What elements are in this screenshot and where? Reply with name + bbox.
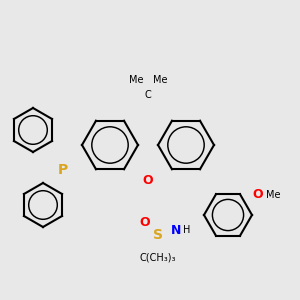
Text: O: O [143, 173, 153, 187]
Text: H: H [183, 225, 190, 235]
Text: Me: Me [153, 75, 167, 85]
Text: O: O [140, 215, 150, 229]
Text: Me: Me [129, 75, 143, 85]
Text: S: S [153, 228, 163, 242]
Text: C(CH₃)₃: C(CH₃)₃ [140, 253, 176, 263]
Text: C: C [145, 90, 152, 100]
Text: O: O [252, 188, 262, 202]
Text: N: N [171, 224, 181, 236]
Text: Me: Me [266, 190, 281, 200]
Text: P: P [58, 163, 68, 177]
